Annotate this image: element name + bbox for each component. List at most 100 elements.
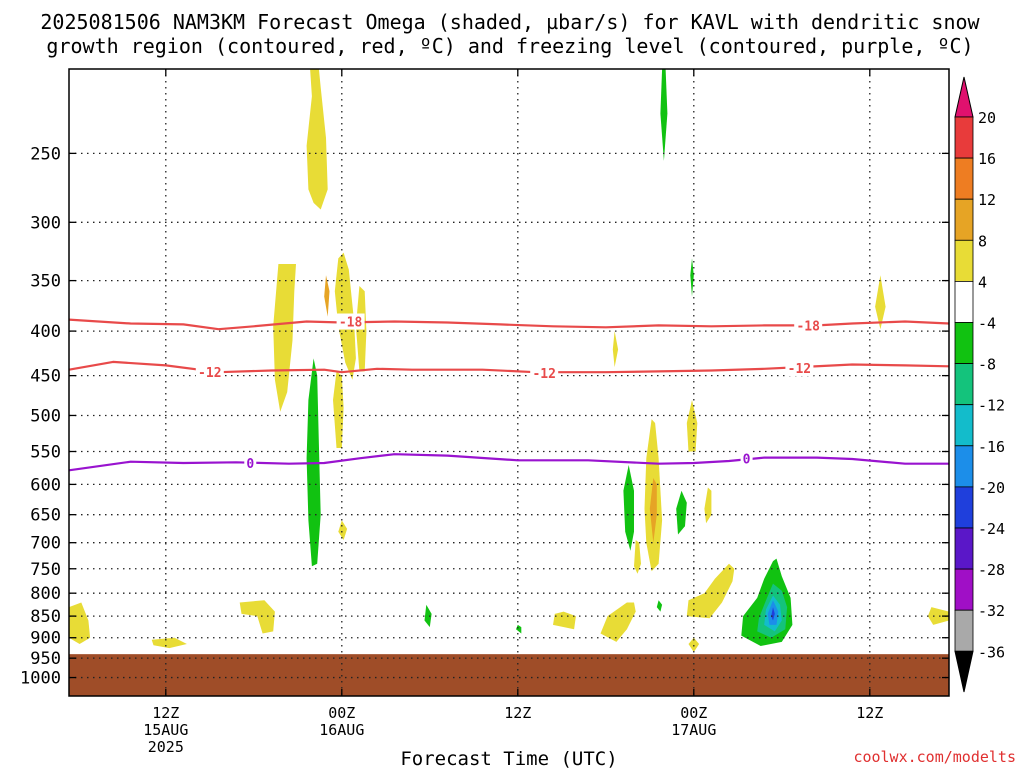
plot-shading-layer xyxy=(69,69,949,696)
contour-label: -18 xyxy=(796,319,820,334)
contour-label: 0 xyxy=(743,452,751,467)
contour-line xyxy=(68,453,949,472)
omega-region xyxy=(239,600,275,634)
omega-region xyxy=(424,604,432,628)
colorbar-label: -28 xyxy=(978,561,1005,579)
x-tick-label: 17AUG xyxy=(671,721,716,739)
contour-label-bg xyxy=(244,455,257,472)
chart-title-line2: growth region (contoured, red, ºC) and f… xyxy=(46,34,973,58)
colorbar-label: -12 xyxy=(978,397,1005,415)
colorbar-label: -32 xyxy=(978,602,1005,620)
omega-region xyxy=(338,520,348,540)
y-tick-label: 400 xyxy=(30,322,61,342)
contour-layer: -18 -18 -12 -12 -12 0 0 xyxy=(68,313,950,472)
y-tick-label: 250 xyxy=(30,144,61,164)
omega-region xyxy=(649,478,657,543)
y-tick-label: 650 xyxy=(30,506,61,526)
omega-region xyxy=(273,264,296,412)
x-tick-label: 12Z xyxy=(152,704,179,722)
x-tick-label: 12Z xyxy=(856,704,883,722)
gridlines xyxy=(69,69,949,696)
y-axis: 2503003504004505005506006507007508008509… xyxy=(20,144,949,689)
colorbar-band xyxy=(954,198,974,241)
omega-region xyxy=(623,465,634,551)
y-tick-label: 750 xyxy=(30,560,61,580)
y-tick-label: 550 xyxy=(30,443,61,463)
omega-region xyxy=(676,490,687,535)
x-tick-label: 15AUG xyxy=(143,721,188,739)
colorbar: 20 16 12 8 4 -4 -8 -12 -16 -20 -24 -28 -32 -36 xyxy=(954,76,1005,693)
y-tick-label: 600 xyxy=(30,475,61,495)
plot-frame xyxy=(68,68,950,697)
omega-region xyxy=(324,275,330,317)
omega-region xyxy=(771,607,775,621)
contour-label: -12 xyxy=(198,366,221,381)
omega-region xyxy=(704,487,712,524)
omega-region xyxy=(875,275,886,330)
colorbar-band xyxy=(954,404,974,447)
colorbar-band xyxy=(954,609,974,652)
y-tick-label: 350 xyxy=(30,272,61,292)
colorbar-band xyxy=(954,486,974,529)
colorbar-label: 4 xyxy=(978,273,987,291)
credit-text: coolwx.com/modelts xyxy=(853,748,1016,766)
contour-label-bg xyxy=(530,365,559,382)
omega-region xyxy=(69,602,91,644)
ground-fill xyxy=(69,654,949,696)
contour-label-bg xyxy=(794,317,823,334)
omega-region xyxy=(516,624,522,634)
chart-title-line1: 2025081506 NAM3KM Forecast Omega (shaded… xyxy=(40,10,980,34)
colorbar-band xyxy=(954,157,974,200)
x-tick-label: 12Z xyxy=(504,704,531,722)
y-tick-label: 500 xyxy=(30,406,61,426)
omega-region xyxy=(634,540,641,574)
colorbar-label: -24 xyxy=(978,520,1005,538)
y-tick-label: 300 xyxy=(30,213,61,233)
omega-region xyxy=(306,69,328,210)
x-tick-label: 2025 xyxy=(148,738,184,756)
y-tick-label: 850 xyxy=(30,607,61,627)
omega-region xyxy=(333,371,344,448)
x-axis-label: Forecast Time (UTC) xyxy=(400,748,617,768)
y-tick-label: 950 xyxy=(30,649,61,669)
colorbar-band xyxy=(954,568,974,611)
x-tick-label: 16AUG xyxy=(319,721,364,739)
omega-region xyxy=(690,258,694,297)
x-tick-label: 00Z xyxy=(328,704,355,722)
colorbar-bottom-arrow xyxy=(954,650,974,693)
contour-label-bg xyxy=(336,313,365,330)
colorbar-label: 12 xyxy=(978,191,996,209)
contour-label-bg xyxy=(740,450,753,467)
colorbar-band xyxy=(954,322,974,364)
colorbar-band xyxy=(954,445,974,488)
contour-label: -12 xyxy=(532,367,555,382)
colorbar-band xyxy=(954,239,974,282)
contour-label: -18 xyxy=(339,316,363,331)
omega-region xyxy=(612,331,619,368)
colorbar-band xyxy=(954,363,974,406)
colorbar-label: -4 xyxy=(978,315,996,333)
y-tick-label: 800 xyxy=(30,584,61,604)
y-tick-label: 450 xyxy=(30,367,61,387)
contour-label-bg xyxy=(785,359,814,376)
colorbar-top-arrow xyxy=(954,76,974,118)
contour-label-bg xyxy=(195,364,224,381)
colorbar-label: -36 xyxy=(978,643,1005,661)
omega-region xyxy=(656,600,663,612)
omega-region xyxy=(927,607,949,625)
omega-region xyxy=(553,611,576,630)
contour-label: 0 xyxy=(246,457,254,472)
colorbar-band xyxy=(954,280,974,323)
y-tick-label: 1000 xyxy=(20,669,61,689)
colorbar-label: -20 xyxy=(978,479,1005,497)
y-tick-label: 900 xyxy=(30,629,61,649)
y-tick-label: 700 xyxy=(30,534,61,554)
omega-region xyxy=(688,637,700,653)
omega-region xyxy=(686,400,698,452)
omega-region xyxy=(151,637,187,649)
x-tick-label: 00Z xyxy=(680,704,707,722)
omega-region xyxy=(660,69,668,161)
omega-region xyxy=(686,563,735,619)
